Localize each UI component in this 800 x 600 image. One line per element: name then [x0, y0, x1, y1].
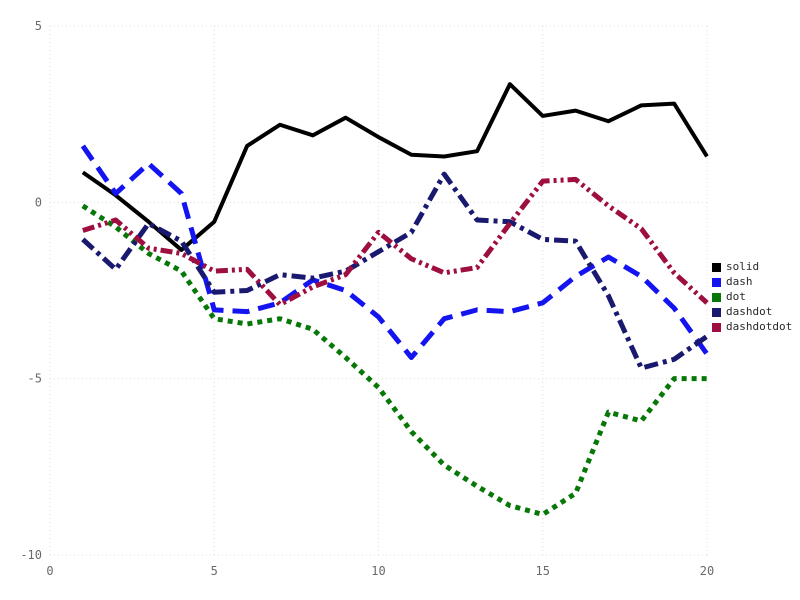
legend: solid dash dot dashdot dashdotdot	[712, 261, 792, 333]
legend-label: dashdot	[726, 305, 773, 318]
series-dot	[81, 203, 707, 517]
legend-swatch-icon	[712, 262, 721, 272]
y-tick-label: -5	[28, 372, 42, 386]
legend-swatch-icon	[712, 277, 721, 287]
y-tick-label: -10	[20, 548, 42, 562]
legend-label: dashdotdot	[726, 320, 793, 333]
legend-swatch-icon	[712, 322, 721, 332]
x-tick-label: 0	[46, 564, 53, 578]
legend-item-dot: dot	[712, 291, 792, 303]
series-dashdotdot	[82, 176, 709, 308]
legend-item-dashdotdot: dashdotdot	[712, 321, 792, 333]
y-tick-label: 0	[35, 195, 42, 209]
legend-item-dashdot: dashdot	[712, 306, 792, 318]
series-dash	[80, 144, 710, 361]
x-tick-label: 5	[211, 564, 218, 578]
legend-swatch-icon	[712, 292, 721, 302]
legend-label: dash	[726, 275, 753, 288]
series-solid	[81, 82, 709, 252]
x-tick-label: 15	[536, 564, 550, 578]
legend-label: solid	[726, 260, 760, 273]
x-tick-label: 20	[700, 564, 714, 578]
legend-label: dot	[726, 290, 746, 303]
y-tick-label: 5	[35, 19, 42, 33]
legend-item-dash: dash	[712, 276, 792, 288]
series-dashdot	[81, 171, 709, 371]
legend-swatch-icon	[712, 307, 721, 317]
legend-item-solid: solid	[712, 261, 792, 273]
x-tick-label: 10	[371, 564, 385, 578]
